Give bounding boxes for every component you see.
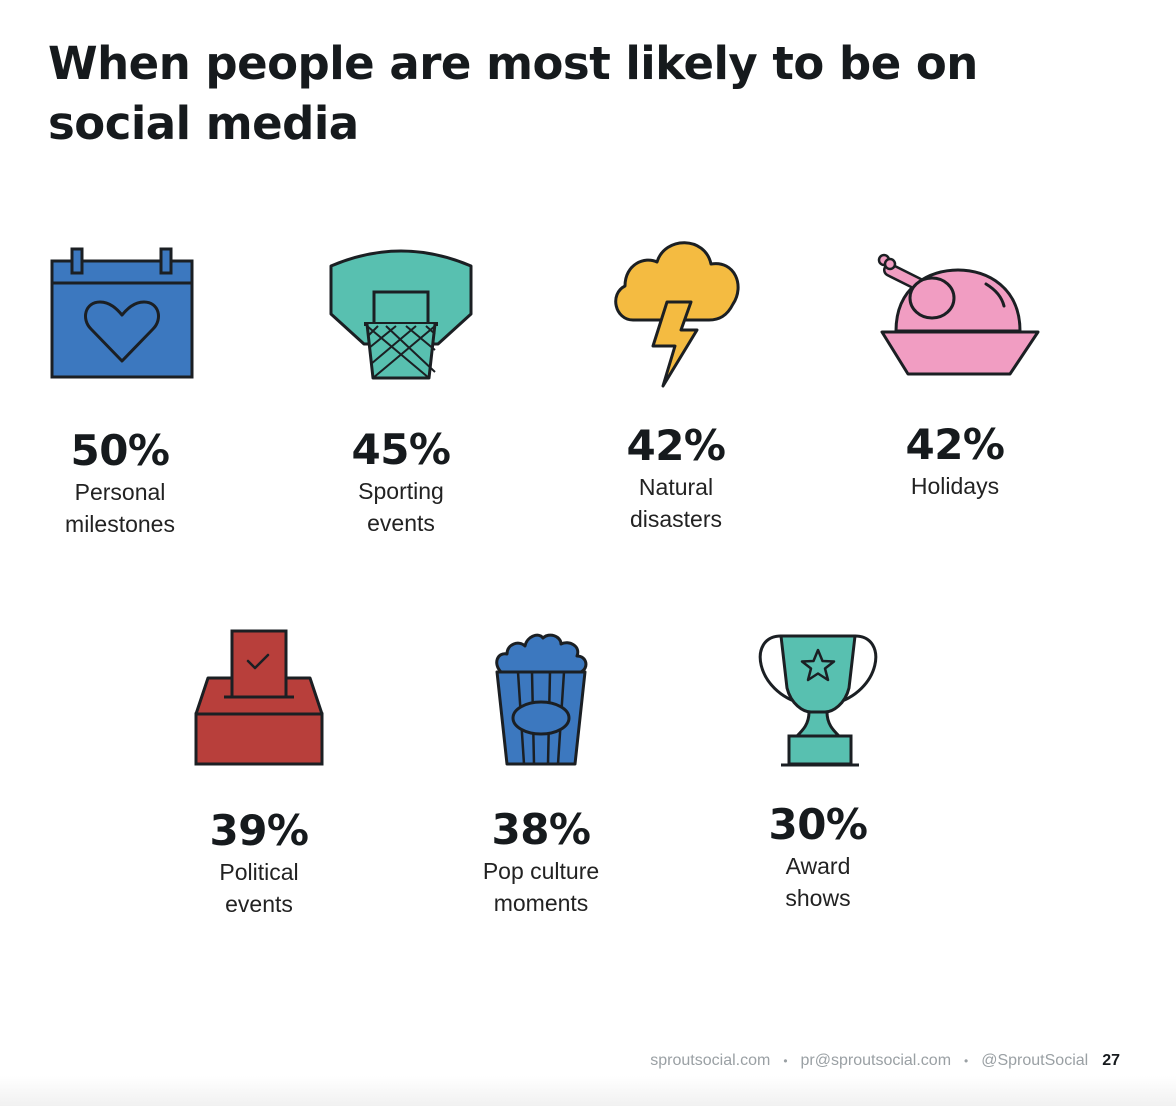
stat-sporting-events: 45% Sporting events [286, 244, 516, 539]
stat-value: 45% [351, 425, 451, 474]
footer-separator: • [783, 1054, 788, 1068]
ballot-box-icon [194, 629, 324, 766]
stat-pop-culture-moments: 38% Pop culture moments [426, 630, 656, 919]
popcorn-icon [495, 633, 588, 766]
stat-natural-disasters: 42% Natural disasters [561, 238, 791, 535]
footer: sproutsocial.com • pr@sproutsocial.com • @Sp… [650, 1052, 1120, 1070]
stat-holidays: 42% Holidays [840, 248, 1070, 502]
stat-label: Holidays [910, 473, 1000, 499]
stat-label: Political events [219, 859, 299, 917]
basketball-hoop-icon [329, 249, 473, 380]
stat-label: Sporting events [358, 478, 444, 536]
footer-separator: • [964, 1054, 969, 1068]
stat-award-shows: 30% Award shows [703, 632, 933, 914]
stat-value: 30% [768, 800, 868, 849]
stat-value: 38% [491, 805, 591, 854]
stat-political-events: 39% Political events [144, 628, 374, 920]
stat-label: Pop culture moments [482, 858, 600, 916]
stat-label: Award shows [785, 853, 851, 911]
page-title: When people are most likely to be on soc… [48, 37, 978, 150]
stat-label: Personal milestones [65, 479, 175, 537]
bottom-fade [0, 1076, 1176, 1106]
storm-cloud-icon [614, 241, 740, 388]
footer-handle-link[interactable]: @SproutSocial [981, 1052, 1089, 1069]
footer-website-link[interactable]: sproutsocial.com [650, 1052, 771, 1069]
stat-value: 39% [209, 806, 309, 855]
footer-email-link[interactable]: pr@sproutsocial.com [800, 1052, 952, 1069]
stat-personal-milestones: 50% Personal milestones [5, 245, 235, 540]
calendar-heart-icon [50, 247, 194, 379]
roast-turkey-icon [877, 253, 1040, 376]
stat-label: Natural disasters [629, 474, 723, 532]
stat-value: 42% [905, 420, 1005, 469]
stat-value: 42% [626, 421, 726, 470]
page-number: 27 [1102, 1052, 1120, 1069]
stat-value: 50% [70, 426, 170, 475]
trophy-icon [758, 634, 878, 767]
